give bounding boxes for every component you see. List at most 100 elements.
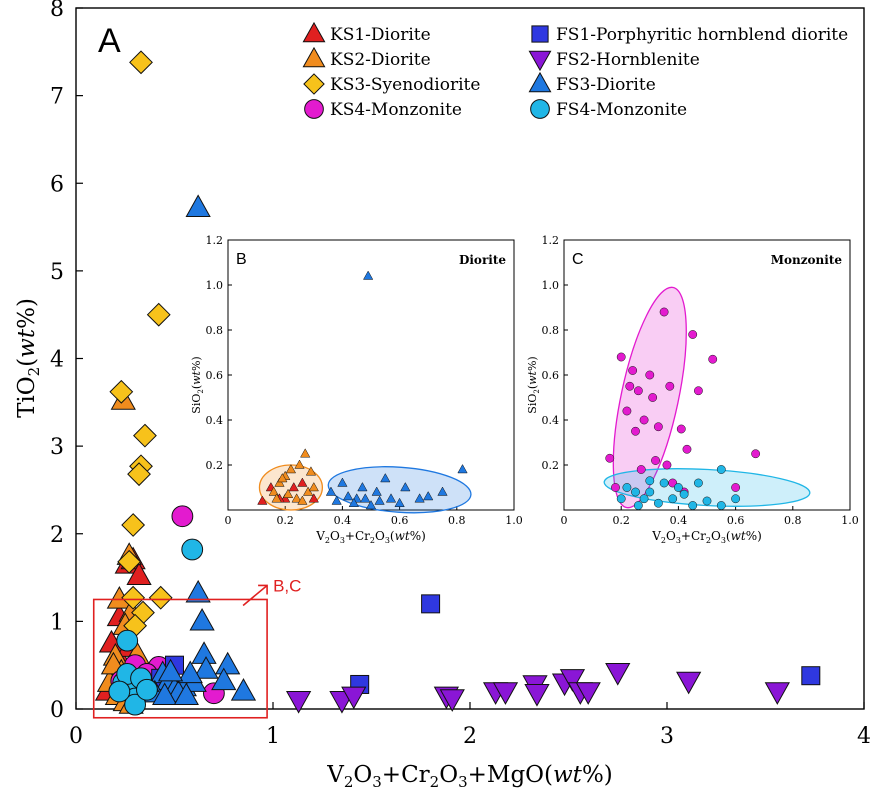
point-fs4	[653, 498, 663, 508]
point-ks2	[297, 495, 308, 505]
x-tick-label: 0.6	[727, 514, 745, 527]
point-fs4	[645, 487, 655, 497]
main-marks	[94, 50, 821, 716]
point-ks3	[121, 513, 146, 537]
inset-b-frame	[227, 239, 515, 511]
point-fs3	[385, 493, 397, 503]
legend-label-ks2: KS2-Diorite	[330, 50, 431, 70]
inset-c-y-axis-label: SiO2(wt%)	[526, 356, 541, 413]
y-tick-label: 0.2	[206, 459, 224, 472]
point-ks1	[126, 562, 152, 585]
y-tick-label: 0.4	[206, 414, 224, 427]
legend-label-ks1: KS1-Diorite	[330, 25, 431, 45]
panel-label-a: A	[98, 22, 121, 60]
point-ks4	[694, 386, 703, 396]
x-tick-label: 1	[266, 724, 280, 749]
point-fs4	[659, 478, 669, 488]
legend-label-fs2: FS2-Hornblenite	[556, 50, 700, 70]
point-fs4	[124, 693, 147, 716]
point-ks2	[268, 486, 279, 496]
point-ks2	[282, 488, 294, 498]
point-fs2	[439, 689, 465, 712]
point-ks4	[751, 449, 761, 459]
point-fs2	[559, 669, 586, 692]
main-x-axis-label: V2O3+Cr2O3+MgO(wt%)	[326, 762, 613, 790]
point-fs3	[325, 486, 337, 496]
point-ks1	[308, 493, 319, 503]
y-tick-label: 8	[50, 0, 64, 22]
point-fs4	[688, 501, 698, 510]
point-fs4	[136, 678, 158, 701]
y-tick-label: 1	[50, 610, 64, 635]
point-ks4	[682, 444, 692, 454]
point-ks4	[651, 456, 660, 465]
point-fs3	[173, 682, 199, 706]
point-ks4	[171, 505, 194, 528]
zoom-arrow-head	[258, 584, 268, 595]
point-fs4	[645, 476, 655, 486]
point-ks4	[708, 354, 718, 364]
point-fs4	[639, 494, 649, 504]
point-fs4	[622, 483, 632, 492]
point-fs3	[357, 482, 368, 492]
y-tick-label: 1.0	[542, 279, 560, 292]
point-ks4	[636, 465, 646, 474]
point-fs4	[616, 494, 626, 504]
legend-label-fs1: FS1-Porphyritic hornblend diorite	[556, 25, 848, 45]
inset-c-title: Monzonite	[771, 253, 843, 267]
point-fs2	[341, 686, 367, 710]
legend-marker-ks3	[303, 73, 325, 95]
point-ks2	[305, 466, 317, 476]
point-fs3	[374, 495, 385, 505]
inset-c-x-axis-label: V2O3+Cr2O3(wt%)	[651, 529, 762, 545]
inset-c-frame	[563, 239, 851, 511]
main-ticks: 0 1 2 3 4 0 1 2 3 4 5 6 7 8	[50, 0, 871, 749]
x-tick-label: 0.2	[276, 514, 294, 527]
point-fs3	[371, 486, 382, 496]
legend-marker-fs3	[528, 71, 552, 93]
legend-label-ks4: KS4-Monzonite	[330, 100, 462, 120]
point-ks2	[285, 464, 297, 474]
point-fs2	[492, 682, 519, 705]
y-tick-label: 2	[50, 523, 64, 548]
point-ks4	[653, 422, 663, 432]
inset-b-y-axis-label: SiO2(wt%)	[190, 356, 205, 413]
point-fs4	[679, 489, 689, 499]
x-tick-label: 0	[69, 724, 83, 749]
point-fs3	[211, 667, 237, 691]
point-fs3	[437, 486, 448, 496]
point-ks4	[605, 453, 615, 463]
legend-marker-ks4	[304, 99, 324, 119]
point-ks3	[129, 50, 153, 75]
point-fs2	[676, 671, 702, 695]
point-fs3	[400, 482, 411, 492]
point-ks4	[639, 415, 649, 425]
x-tick-label: 2	[463, 724, 477, 749]
point-ks2	[271, 493, 282, 503]
inset-b-title: Diorite	[459, 253, 506, 267]
x-tick-label: 1.0	[505, 514, 523, 527]
point-ks4	[688, 330, 698, 339]
point-ks2	[308, 482, 319, 492]
x-tick-label: 0	[225, 514, 232, 527]
point-fs3	[189, 607, 215, 631]
point-ks2	[274, 477, 285, 487]
point-fs1	[421, 594, 441, 614]
point-ks2	[291, 493, 302, 503]
point-fs3	[365, 500, 377, 510]
legend-marker-fs4	[530, 99, 550, 119]
point-fs3	[331, 495, 342, 505]
x-tick-label: 0	[561, 514, 568, 527]
x-tick-label: 0.8	[784, 514, 802, 527]
point-fs3	[457, 464, 468, 474]
point-fs3	[342, 491, 354, 501]
point-fs3	[394, 497, 405, 507]
point-fs3	[414, 493, 425, 503]
y-tick-label: 6	[50, 172, 64, 197]
y-tick-label: 1.2	[542, 234, 560, 247]
x-tick-label: 0.6	[391, 514, 409, 527]
point-fs4	[668, 494, 678, 504]
point-ks4	[622, 406, 632, 416]
point-ks3	[133, 423, 157, 448]
